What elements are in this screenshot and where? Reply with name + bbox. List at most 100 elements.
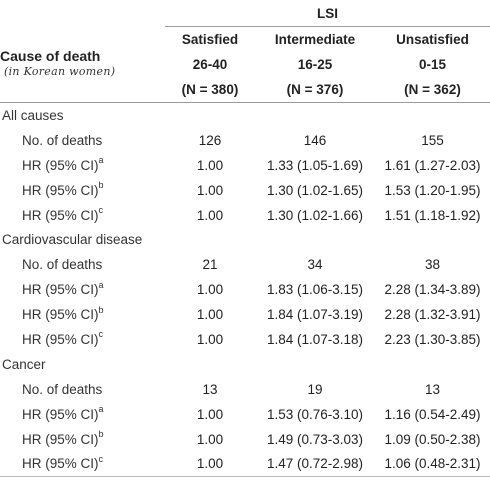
value-cell: 1.61 (1.27-2.03)	[384, 157, 481, 173]
cause-header-cell: Cause of death (in Korean women)	[0, 26, 165, 103]
col-unsatisfied-range: 0-15	[418, 57, 447, 72]
row-label: HR (95% CI)	[22, 157, 99, 173]
row-label-cell: HR (95% CI)c	[0, 203, 165, 228]
lsi-group-label: LSI	[165, 0, 490, 27]
column-range-row: 26-40 16-25 0-15	[0, 52, 490, 77]
cause-of-death-label: Cause of death	[0, 48, 101, 65]
col-satisfied-name: Satisfied	[181, 32, 239, 47]
row-label-cell: HR (95% CI)a	[0, 402, 165, 427]
value-cell: 2.23 (1.30-3.85)	[384, 331, 481, 347]
column-name-row: Cause of death (in Korean women) Satisfi…	[0, 26, 490, 103]
row-label: HR (95% CI)	[22, 456, 99, 472]
col-unsatisfied-name: Unsatisfied	[396, 32, 469, 47]
row-label: HR (95% CI)	[22, 307, 99, 323]
value-cell: 1.53 (0.76-3.10)	[266, 406, 364, 422]
value-cell: 1.49 (0.73-3.03)	[266, 431, 364, 447]
section-title: Cancer	[2, 356, 46, 372]
table-row: HR (95% CI)a 1.00 1.33 (1.05-1.69) 1.61 (1.…	[0, 153, 490, 178]
table-row: HR (95% CI)a 1.00 1.83 (1.06-3.15) 2.28 (1.…	[0, 277, 490, 302]
value-cell: 1.51 (1.18-1.92)	[384, 207, 481, 223]
row-label-cell: HR (95% CI)a	[0, 153, 165, 178]
table-row: HR (95% CI)a 1.00 1.53 (0.76-3.10) 1.16 (0.…	[0, 402, 490, 427]
header-blank-cell	[0, 0, 165, 27]
section-title: All causes	[2, 107, 64, 123]
section-row: All causes	[0, 103, 490, 128]
row-label: HR (95% CI)	[22, 282, 99, 298]
value-cell: 155	[421, 132, 444, 148]
table-row: No. of deaths 21 34 38	[0, 252, 490, 277]
table-body: All causes No. of deaths 126 146 155 HR (95% …	[0, 103, 490, 478]
table-row: No. of deaths 126 146 155	[0, 128, 490, 153]
row-label: No. of deaths	[22, 381, 103, 397]
row-label: HR (95% CI)	[22, 182, 99, 198]
col-intermediate-n: (N = 376)	[255, 77, 375, 103]
value-cell: 1.00	[196, 207, 224, 223]
table-row: HR (95% CI)c 1.00 1.47 (0.72-2.98) 1.06 (0.…	[0, 451, 490, 478]
row-label: HR (95% CI)	[22, 406, 99, 422]
footnote-marker: a	[98, 155, 104, 166]
value-cell: 2.28 (1.32-3.91)	[384, 307, 481, 323]
value-cell: 1.06 (0.48-2.31)	[375, 451, 490, 478]
group-header-row: LSI	[0, 0, 490, 27]
footnote-marker: b	[98, 429, 104, 440]
value-cell: 38	[424, 257, 441, 273]
table-row: HR (95% CI)c 1.00 1.84 (1.07-3.18) 2.23 (1.…	[0, 327, 490, 352]
value-cell: 19	[307, 381, 323, 397]
value-cell: 146	[303, 132, 327, 148]
row-label-cell: HR (95% CI)b	[0, 302, 165, 327]
row-label-cell: HR (95% CI)b	[0, 427, 165, 452]
value-cell: 1.00	[165, 451, 255, 478]
value-cell: 1.00	[196, 406, 224, 422]
value-cell: 1.30 (1.02-1.66)	[266, 207, 364, 223]
col-intermediate-name: Intermediate	[274, 32, 356, 47]
table-row: HR (95% CI)b 1.00 1.84 (1.07-3.19) 2.28 (1.…	[0, 302, 490, 327]
row-label-cell: No. of deaths	[0, 252, 165, 277]
population-note: (in Korean women)	[4, 65, 116, 79]
section-row: Cardiovascular disease	[0, 227, 490, 252]
value-cell: 1.30 (1.02-1.65)	[266, 182, 364, 198]
value-cell: 13	[424, 381, 441, 397]
col-unsatisfied-n: (N = 362)	[375, 77, 490, 103]
footnote-marker: b	[98, 304, 104, 315]
col-intermediate-range: 16-25	[297, 57, 333, 72]
row-label-cell: HR (95% CI)a	[0, 277, 165, 302]
value-cell: 1.33 (1.05-1.69)	[266, 157, 364, 173]
footnote-marker: c	[98, 329, 104, 340]
row-label: HR (95% CI)	[22, 331, 99, 347]
section-row: Cancer	[0, 352, 490, 377]
footnote-marker: a	[98, 279, 104, 290]
value-cell: 1.00	[196, 307, 224, 323]
footnote-marker: b	[98, 180, 104, 191]
table-row: HR (95% CI)b 1.00 1.30 (1.02-1.65) 1.53 (1.…	[0, 178, 490, 203]
col-satisfied-n: (N = 380)	[165, 77, 255, 103]
table-row: HR (95% CI)c 1.00 1.30 (1.02-1.66) 1.51 (1.…	[0, 203, 490, 228]
table-row: HR (95% CI)b 1.00 1.49 (0.73-3.03) 1.09 (0.…	[0, 427, 490, 452]
row-label-cell: HR (95% CI)c	[0, 327, 165, 352]
row-label: HR (95% CI)	[22, 207, 99, 223]
row-label-cell: No. of deaths	[0, 377, 165, 402]
col-satisfied-range: 26-40	[192, 57, 228, 72]
value-cell: 13	[202, 381, 218, 397]
value-cell: 1.47 (0.72-2.98)	[255, 451, 375, 478]
row-label: No. of deaths	[22, 132, 103, 148]
value-cell: 2.28 (1.34-3.89)	[384, 282, 481, 298]
section-title: Cardiovascular disease	[2, 232, 143, 248]
value-cell: 1.16 (0.54-2.49)	[384, 406, 481, 422]
value-cell: 1.00	[196, 282, 224, 298]
value-cell: 1.09 (0.50-2.38)	[384, 431, 481, 447]
value-cell: 1.84 (1.07-3.18)	[266, 331, 364, 347]
row-label: No. of deaths	[22, 257, 103, 273]
column-n-row: (N = 380) (N = 376) (N = 362)	[0, 77, 490, 103]
value-cell: 1.00	[196, 331, 224, 347]
value-cell: 1.53 (1.20-1.95)	[384, 182, 481, 198]
value-cell: 1.00	[196, 431, 224, 447]
footnote-marker: a	[98, 404, 104, 415]
footnote-marker: c	[98, 453, 104, 464]
value-cell: 1.84 (1.07-3.19)	[266, 307, 364, 323]
row-label-cell: HR (95% CI)b	[0, 178, 165, 203]
value-cell: 1.83 (1.06-3.15)	[266, 282, 364, 298]
value-cell: 21	[202, 257, 218, 273]
value-cell: 1.00	[196, 182, 224, 198]
value-cell: 1.00	[196, 157, 224, 173]
